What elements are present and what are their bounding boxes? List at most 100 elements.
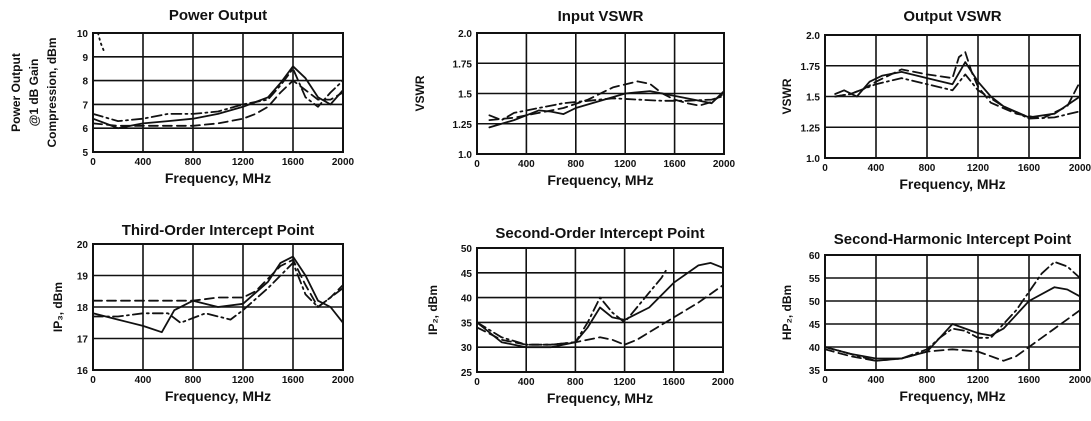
y-tick-label: 1.75 xyxy=(801,62,821,73)
y-tick-label: 30 xyxy=(461,343,473,354)
x-tick-label: 400 xyxy=(868,163,885,174)
x-tick-label: 1200 xyxy=(232,375,255,386)
y-tick-label: 19 xyxy=(77,272,89,283)
input-vswr-y-axis-label: VSWR xyxy=(413,75,427,111)
y-tick-label: 1.5 xyxy=(458,90,472,101)
plot-frame xyxy=(93,33,343,152)
y-tick-label: 17 xyxy=(77,335,89,346)
power-output-series-dot xyxy=(98,33,104,52)
third-order-intercept-point-title: Third-Order Intercept Point xyxy=(122,222,315,239)
second-harmonic-intercept-point-title: Second-Harmonic Intercept Point xyxy=(834,231,1072,248)
y-tick-label: 1.0 xyxy=(806,154,820,165)
x-tick-label: 2000 xyxy=(332,157,355,168)
second-order-intercept-point-y-axis-label: IP₂, dBm xyxy=(426,285,440,335)
third-order-intercept-point-x-axis-label: Frequency, MHz xyxy=(165,388,271,404)
output-vswr-series-solid xyxy=(835,62,1080,117)
second-order-intercept-point-series-solid xyxy=(477,263,723,347)
x-tick-label: 1600 xyxy=(663,159,686,170)
second-harmonic-intercept-point-series-solid xyxy=(825,287,1080,358)
y-tick-label: 20 xyxy=(77,240,89,251)
x-tick-label: 800 xyxy=(185,157,202,168)
y-tick-label: 50 xyxy=(809,297,821,308)
third-order-intercept-point-chart: Third-Order Intercept Point 0 400 800 1200 16… xyxy=(51,222,355,404)
x-tick-label: 400 xyxy=(518,159,535,170)
x-tick-label: 400 xyxy=(135,375,152,386)
y-tick-label: 6 xyxy=(82,124,88,135)
y-tick-label: 1.0 xyxy=(458,150,472,161)
y-tick-label: 50 xyxy=(461,244,473,255)
x-tick-label: 2000 xyxy=(332,375,355,386)
x-tick-label: 0 xyxy=(90,375,96,386)
x-tick-label: 1600 xyxy=(282,157,305,168)
x-tick-label: 1200 xyxy=(967,163,990,174)
second-harmonic-intercept-point-series-dashdot xyxy=(825,262,1080,361)
y-tick-label: 40 xyxy=(461,294,473,305)
x-tick-label: 800 xyxy=(567,159,584,170)
y-tick-label: 60 xyxy=(809,251,821,262)
input-vswr-x-axis-label: Frequency, MHz xyxy=(547,172,653,188)
x-tick-label: 1600 xyxy=(282,375,305,386)
second-order-intercept-point-x-axis-label: Frequency, MHz xyxy=(547,390,653,406)
x-tick-label: 1600 xyxy=(1018,163,1041,174)
second-order-intercept-point-title: Second-Order Intercept Point xyxy=(495,225,704,242)
x-tick-label: 1200 xyxy=(614,159,637,170)
second-order-intercept-point-chart: Second-Order Intercept Point 0 400 800 1200 1… xyxy=(426,225,735,406)
power-output-chart: Power Output 0 400 800 1200 1600 2000 5 6 7 8 9 10 Fr… xyxy=(9,7,355,186)
power-output-series-dash xyxy=(93,81,343,126)
power-output-x-axis-label: Frequency, MHz xyxy=(165,170,271,186)
x-tick-label: 800 xyxy=(919,163,936,174)
x-tick-label: 400 xyxy=(518,377,535,388)
second-harmonic-intercept-point-chart: Second-Harmonic Intercept Point 0 400 800 12… xyxy=(780,231,1091,404)
power-output-y-axis-label: Compression, dBm xyxy=(45,37,59,147)
y-tick-label: 5 xyxy=(82,148,88,159)
power-output-title: Power Output xyxy=(169,7,267,24)
x-tick-label: 2000 xyxy=(1069,163,1091,174)
x-tick-label: 1200 xyxy=(967,375,990,386)
y-tick-label: 45 xyxy=(809,320,821,331)
y-tick-label: 1.25 xyxy=(453,120,473,131)
y-tick-label: 45 xyxy=(461,269,473,280)
y-tick-label: 25 xyxy=(461,368,473,379)
y-tick-label: 1.75 xyxy=(453,59,473,70)
y-tick-label: 35 xyxy=(461,318,473,329)
x-tick-label: 1600 xyxy=(663,377,686,388)
x-tick-label: 2000 xyxy=(713,159,736,170)
output-vswr-x-axis-label: Frequency, MHz xyxy=(899,176,1005,192)
y-tick-label: 2.0 xyxy=(806,31,820,42)
x-tick-label: 800 xyxy=(567,377,584,388)
input-vswr-title: Input VSWR xyxy=(558,8,644,25)
second-harmonic-intercept-point-series-dash xyxy=(825,310,1080,361)
second-harmonic-intercept-point-y-axis-label: HP₂, dBm xyxy=(780,285,794,340)
x-tick-label: 2000 xyxy=(1069,375,1091,386)
x-tick-label: 800 xyxy=(185,375,202,386)
y-tick-label: 55 xyxy=(809,274,821,285)
third-order-intercept-point-series-dash xyxy=(93,260,343,307)
y-tick-label: 9 xyxy=(82,53,88,64)
y-tick-label: 16 xyxy=(77,366,89,377)
second-order-intercept-point-series-dash xyxy=(477,285,723,345)
x-tick-label: 0 xyxy=(474,377,480,388)
x-tick-label: 400 xyxy=(868,375,885,386)
y-tick-label: 35 xyxy=(809,366,821,377)
y-tick-label: 40 xyxy=(809,343,821,354)
x-tick-label: 0 xyxy=(90,157,96,168)
x-tick-label: 1200 xyxy=(613,377,636,388)
output-vswr-title: Output VSWR xyxy=(903,8,1001,25)
y-tick-label: 1.5 xyxy=(806,93,820,104)
y-tick-label: 2.0 xyxy=(458,29,472,40)
third-order-intercept-point-series-dashdot xyxy=(93,263,343,323)
input-vswr-series-solid xyxy=(489,91,724,127)
third-order-intercept-point-y-axis-label: IP₃, dBm xyxy=(51,282,65,332)
x-tick-label: 0 xyxy=(474,159,480,170)
x-tick-label: 2000 xyxy=(712,377,735,388)
input-vswr-chart: Input VSWR 0 400 800 1200 1600 2000 1.0 1.25 1.5 1… xyxy=(413,8,736,188)
y-tick-label: 10 xyxy=(77,29,89,40)
power-output-y-axis-label: @1 dB Gain xyxy=(27,59,41,127)
x-tick-label: 800 xyxy=(919,375,936,386)
x-tick-label: 0 xyxy=(822,163,828,174)
second-harmonic-intercept-point-x-axis-label: Frequency, MHz xyxy=(899,388,1005,404)
output-vswr-y-axis-label: VSWR xyxy=(780,78,794,114)
power-output-y-axis-label: Power Output xyxy=(9,53,23,132)
y-tick-label: 7 xyxy=(82,100,88,111)
